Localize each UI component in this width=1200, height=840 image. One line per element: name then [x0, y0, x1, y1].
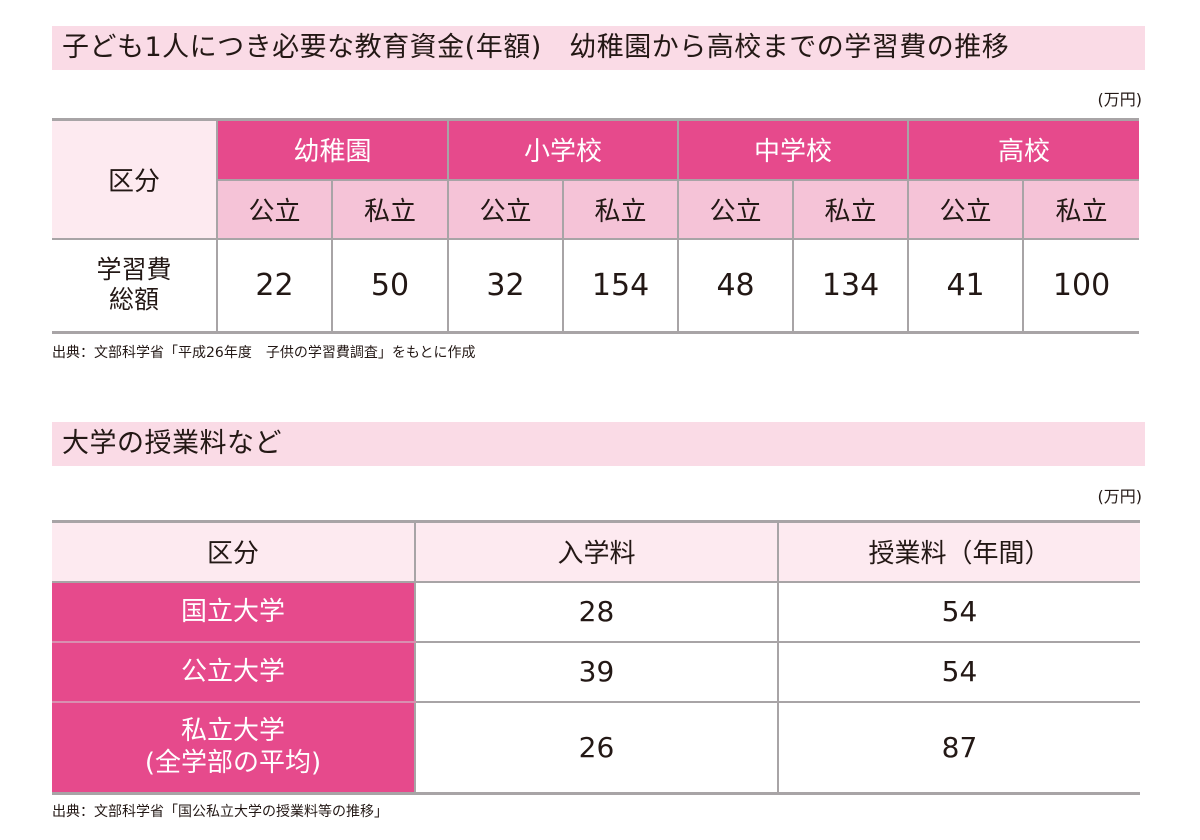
- row-label-total-cost: 学習費 総額: [52, 237, 218, 334]
- sub-header-private: 私立: [330, 178, 450, 240]
- value-cell: 134: [792, 237, 910, 334]
- table-row: 公立大学 39 54: [52, 640, 1140, 703]
- group-junior-high: 中学校: [677, 118, 910, 181]
- tuition-value: 87: [777, 700, 1140, 795]
- table-row: 国立大学 28 54: [52, 580, 1140, 643]
- row-label-line1: 国立大学: [180, 596, 285, 627]
- value-cell: 41: [907, 237, 1025, 334]
- value-cell: 48: [677, 237, 795, 334]
- tuition-value: 54: [777, 580, 1140, 643]
- university-fee-table: 区分 入学料 授業料（年間） 国立大学 28 54 公立大学 39 54 私立大…: [52, 520, 1140, 795]
- header-tuition: 授業料（年間）: [777, 520, 1140, 583]
- sub-header-private: 私立: [562, 178, 680, 240]
- sub-header-private: 私立: [1022, 178, 1140, 240]
- header-admission-fee: 入学料: [414, 520, 779, 583]
- section1-title: 子ども1人につき必要な教育資金(年額) 幼稚園から高校までの学習費の推移: [52, 26, 1145, 70]
- value-cell: 50: [330, 237, 450, 334]
- section2-source: 出典：文部科学省「国公私立大学の授業料等の推移」: [52, 804, 388, 820]
- group-elementary: 小学校: [447, 118, 680, 181]
- tuition-value: 54: [777, 640, 1140, 703]
- row-label-line1: 学習費: [96, 255, 172, 285]
- section1-unit-label: (万円): [1097, 90, 1143, 109]
- header-row: 区分 入学料 授業料（年間）: [52, 520, 1140, 583]
- value-cell: 100: [1022, 237, 1140, 334]
- corner-label: 区分: [52, 118, 218, 240]
- row-label-private-university: 私立大学 (全学部の平均): [52, 700, 416, 795]
- section2-unit-label: (万円): [1097, 487, 1143, 506]
- value-cell: 154: [562, 237, 680, 334]
- group-high-school: 高校: [907, 118, 1140, 181]
- group-kindergarten: 幼稚園: [215, 118, 450, 181]
- row-label-line1: 公立大学: [180, 656, 285, 687]
- section1-source: 出典：文部科学省「平成26年度 子供の学習費調査」をもとに作成: [52, 345, 476, 361]
- sub-header-public: 公立: [217, 178, 333, 240]
- table-row: 私立大学 (全学部の平均) 26 87: [52, 700, 1140, 795]
- row-label-public-university: 公立大学: [52, 640, 416, 703]
- table-row: 学習費 総額 22 50 32 154 48 134 41 100: [52, 237, 1140, 334]
- admission-value: 28: [414, 580, 779, 643]
- school-cost-table: 区分 幼稚園 小学校 中学校 高校 公立 私立 公立 私立 公立 私立 公立 私…: [52, 118, 1140, 334]
- admission-value: 39: [414, 640, 779, 703]
- row-label-line1: 私立大学: [180, 716, 285, 747]
- sub-header-public: 公立: [907, 178, 1025, 240]
- header-category: 区分: [52, 520, 416, 583]
- sub-header-public: 公立: [447, 178, 565, 240]
- group-header-row: 区分 幼稚園 小学校 中学校 高校: [52, 118, 1140, 240]
- sub-header-private: 私立: [792, 178, 910, 240]
- sub-header-row: 公立 私立 公立 私立 公立 私立 公立 私立: [52, 178, 1140, 240]
- sub-header-public: 公立: [677, 178, 795, 240]
- row-label-national-university: 国立大学: [52, 580, 416, 643]
- section2-title: 大学の授業料など: [52, 422, 1145, 466]
- row-label-line2: 総額: [108, 285, 159, 315]
- admission-value: 26: [414, 700, 779, 795]
- value-cell: 22: [216, 237, 333, 334]
- value-cell: 32: [447, 237, 565, 334]
- row-label-line2: (全学部の平均): [144, 748, 322, 779]
